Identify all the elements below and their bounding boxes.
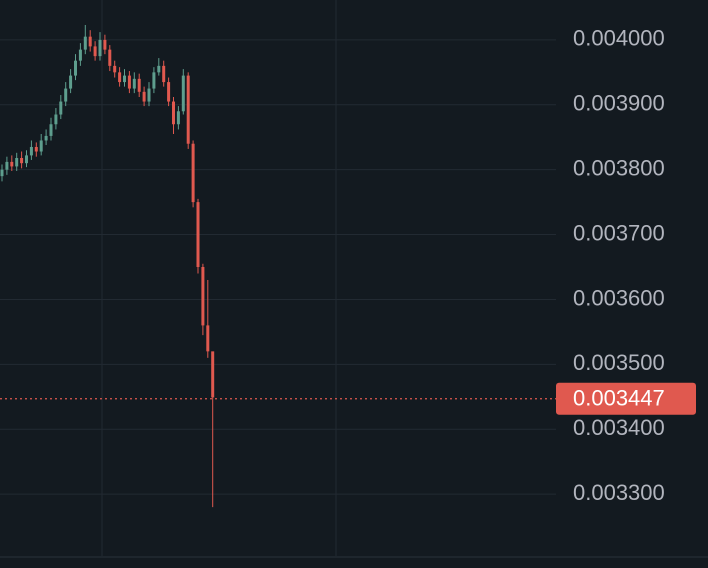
candle-body [167, 82, 171, 102]
candle-body [69, 75, 73, 89]
candle-body [172, 101, 175, 125]
candle-body [98, 39, 102, 57]
candle-body [186, 75, 190, 144]
candle-body [5, 161, 9, 170]
y-tick-label: 0.003300 [573, 480, 665, 505]
candle-body [74, 60, 77, 76]
candle-body [113, 65, 117, 73]
candle-body [196, 202, 200, 268]
candle-body [211, 351, 215, 398]
candle-body [103, 39, 107, 50]
candle-body [132, 78, 136, 89]
candle-body [181, 75, 185, 112]
candle-body [157, 65, 161, 73]
candle-body [191, 143, 195, 203]
candle-body [44, 135, 48, 141]
candle-body [49, 124, 53, 136]
candle-body [137, 78, 141, 92]
candle-body [123, 75, 126, 83]
candle-body [54, 114, 58, 125]
candle-body [78, 49, 82, 61]
last-price-badge [556, 382, 696, 415]
candle-body [39, 140, 43, 152]
candle-body [15, 157, 19, 167]
y-tick-label: 0.003400 [573, 415, 665, 440]
candle-body [64, 88, 68, 102]
candle-body [25, 155, 28, 164]
candle-body [147, 88, 151, 102]
y-tick-label: 0.003800 [573, 155, 665, 180]
last-price-label: 0.003447 [573, 386, 665, 411]
candle-body [10, 161, 14, 167]
y-tick-label: 0.003900 [573, 91, 665, 116]
candle-body [59, 101, 63, 115]
candle-body [83, 36, 87, 50]
candle-body [152, 72, 156, 89]
candle-body [93, 46, 97, 57]
candle-body [88, 36, 92, 47]
candle-body [206, 325, 210, 352]
y-tick-label: 0.004000 [573, 26, 665, 51]
candle-body [29, 146, 33, 156]
y-tick-label: 0.003700 [573, 220, 665, 245]
candle-body [118, 72, 122, 83]
candle-body [127, 75, 131, 89]
candle-body [34, 146, 38, 152]
candle-body [176, 111, 180, 125]
candle-body [142, 91, 146, 102]
candle-body [108, 49, 112, 66]
candle-body [20, 157, 24, 164]
y-tick-label: 0.003600 [573, 285, 665, 310]
candle-body [201, 267, 205, 326]
y-tick-label: 0.003500 [573, 350, 665, 375]
candle-body [0, 169, 4, 177]
candle-body [162, 65, 166, 83]
